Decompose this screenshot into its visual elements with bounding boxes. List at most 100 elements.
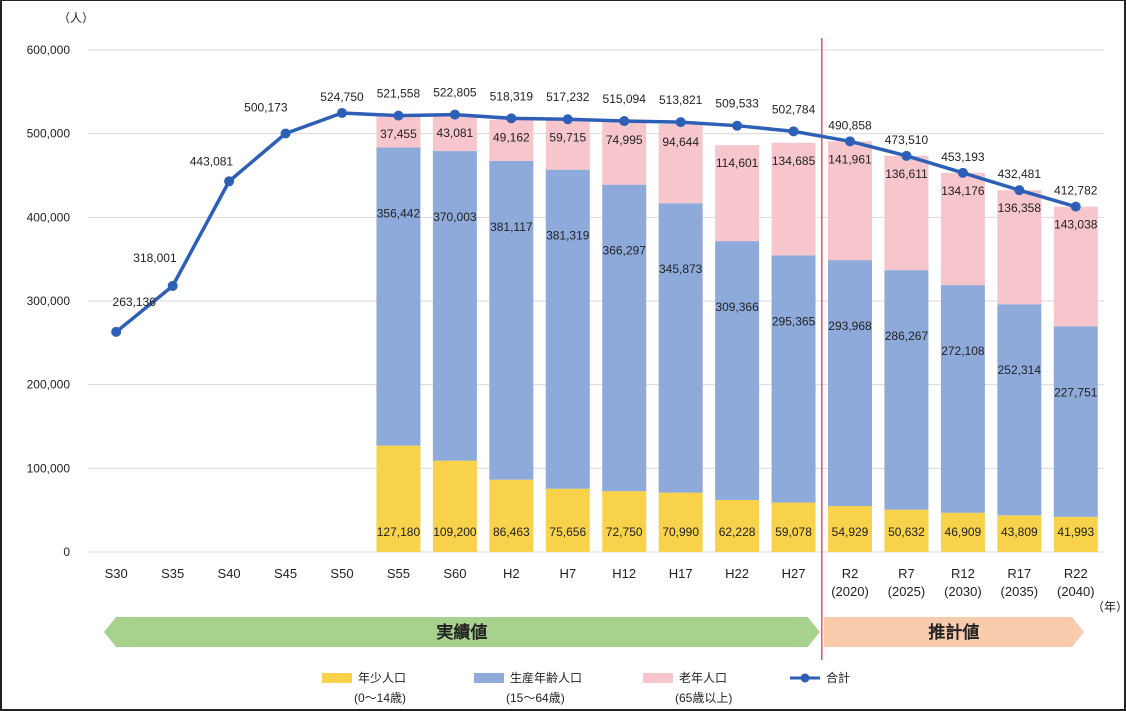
bar-segment bbox=[658, 124, 703, 204]
x-tick-label: R17 bbox=[1007, 566, 1031, 581]
total-point bbox=[788, 126, 799, 137]
legend-swatch bbox=[643, 673, 673, 683]
x-tick-label: (2020) bbox=[831, 584, 869, 599]
grid-lines bbox=[88, 49, 1104, 553]
total-point bbox=[224, 176, 235, 187]
bar-value-label: 59,715 bbox=[549, 131, 586, 145]
bar-value-label: 381,117 bbox=[490, 220, 533, 234]
total-point bbox=[393, 110, 404, 121]
y-axis-unit: （人） bbox=[58, 11, 94, 25]
legend-marker bbox=[800, 673, 810, 683]
total-point bbox=[845, 136, 855, 147]
bar-segment bbox=[884, 155, 929, 271]
total-value-label: 453,193 bbox=[941, 150, 985, 164]
bar-segment bbox=[715, 241, 760, 500]
bar-value-label: 293,968 bbox=[828, 319, 872, 333]
legend-sublabel: (15～64歳) bbox=[506, 691, 565, 705]
total-line: 263,136 318,001 443,081 500,173 524,750 521,5… bbox=[111, 86, 1098, 337]
period-label: 推計値 bbox=[928, 622, 979, 642]
bar-value-label: 345,873 bbox=[659, 262, 703, 276]
total-point bbox=[506, 113, 517, 124]
bar-segment bbox=[997, 515, 1042, 552]
bar-segment bbox=[376, 445, 421, 552]
bar-value-label: 59,078 bbox=[775, 525, 812, 539]
x-tick-label: R12 bbox=[951, 566, 975, 581]
x-tick-label: S55 bbox=[387, 566, 410, 581]
total-value-label: 502,784 bbox=[772, 102, 816, 116]
bar-segment bbox=[1053, 206, 1098, 327]
bar-segment bbox=[432, 460, 477, 552]
bar-value-label: 136,611 bbox=[885, 167, 928, 181]
bar-segment bbox=[771, 502, 816, 552]
bar-value-label: 366,297 bbox=[603, 244, 647, 258]
bar-segment bbox=[828, 506, 872, 552]
legend-label: 年少人口 bbox=[358, 671, 406, 685]
bar-value-label: 356,442 bbox=[377, 206, 421, 220]
bar-value-label: 136,358 bbox=[998, 201, 1042, 215]
bar-value-label: 86,463 bbox=[493, 525, 530, 539]
legend-label: 老年人口 bbox=[679, 671, 727, 685]
total-value-label: 513,821 bbox=[659, 93, 703, 107]
total-point bbox=[732, 120, 743, 131]
bar-segment bbox=[376, 147, 421, 446]
bar-segment bbox=[376, 116, 421, 148]
bar-segment bbox=[828, 260, 872, 507]
x-tick-label: R7 bbox=[898, 566, 915, 581]
bar-value-label: 70,990 bbox=[662, 525, 699, 539]
bar-segment bbox=[489, 160, 534, 480]
stacked-bars: 127,180 356,442 37,455 109,200 370,003 43,081… bbox=[376, 115, 1098, 552]
x-tick-label: H27 bbox=[782, 566, 806, 581]
total-value-label: 412,782 bbox=[1054, 184, 1098, 198]
bar-segment bbox=[715, 499, 760, 552]
bar-segment bbox=[884, 509, 929, 552]
bar-segment bbox=[715, 145, 760, 242]
x-tick-label: H12 bbox=[612, 566, 636, 581]
bar-segment bbox=[940, 512, 985, 552]
legend-label: 合計 bbox=[826, 670, 850, 685]
bar-value-label: 134,176 bbox=[941, 184, 985, 198]
legend-swatch bbox=[322, 673, 352, 683]
bar-segment bbox=[658, 203, 703, 493]
x-tick-label: S60 bbox=[443, 566, 466, 581]
y-tick-label: 300,000 bbox=[27, 294, 71, 308]
bar-segment bbox=[602, 121, 647, 185]
y-tick-label: 100,000 bbox=[27, 461, 71, 475]
y-tick-label: 200,000 bbox=[27, 378, 71, 392]
bar-value-label: 54,929 bbox=[832, 525, 869, 539]
bar-value-label: 272,108 bbox=[941, 344, 985, 358]
x-axis-unit: （年） bbox=[1092, 600, 1126, 614]
x-tick-label: S45 bbox=[274, 566, 297, 581]
bar-segment bbox=[545, 119, 590, 170]
bar-value-label: 109,200 bbox=[433, 525, 477, 539]
x-tick-label: R22 bbox=[1064, 566, 1088, 581]
total-value-label: 509,533 bbox=[715, 97, 759, 111]
bar-segment bbox=[545, 488, 590, 552]
x-tick-label: (2035) bbox=[1001, 584, 1039, 599]
x-tick-label: H2 bbox=[503, 566, 520, 581]
bar-segment bbox=[997, 190, 1042, 305]
x-tick-label: H22 bbox=[725, 566, 749, 581]
x-tick-label: R2 bbox=[842, 566, 859, 581]
legend-label: 生産年齢人口 bbox=[510, 670, 582, 685]
total-value-label: 490,858 bbox=[828, 118, 872, 132]
bar-value-label: 94,644 bbox=[662, 135, 699, 149]
x-tick-label: H7 bbox=[559, 566, 576, 581]
bar-value-label: 62,228 bbox=[719, 525, 756, 539]
bar-segment bbox=[489, 479, 534, 552]
x-tick-label: S50 bbox=[330, 566, 353, 581]
bar-value-label: 37,455 bbox=[380, 127, 417, 141]
total-value-label: 443,081 bbox=[190, 154, 234, 168]
bar-value-label: 127,180 bbox=[377, 525, 421, 539]
bar-segment bbox=[602, 491, 647, 552]
x-tick-label: (2030) bbox=[944, 584, 982, 599]
total-value-label: 522,805 bbox=[433, 86, 477, 100]
bar-value-label: 295,365 bbox=[772, 314, 816, 328]
total-value-label: 318,001 bbox=[133, 251, 177, 265]
legend-sublabel: (65歳以上) bbox=[675, 691, 732, 705]
x-tick-label: (2025) bbox=[888, 584, 926, 599]
legend-swatch bbox=[474, 673, 504, 683]
bar-segment bbox=[940, 285, 985, 513]
total-point bbox=[1014, 185, 1025, 196]
